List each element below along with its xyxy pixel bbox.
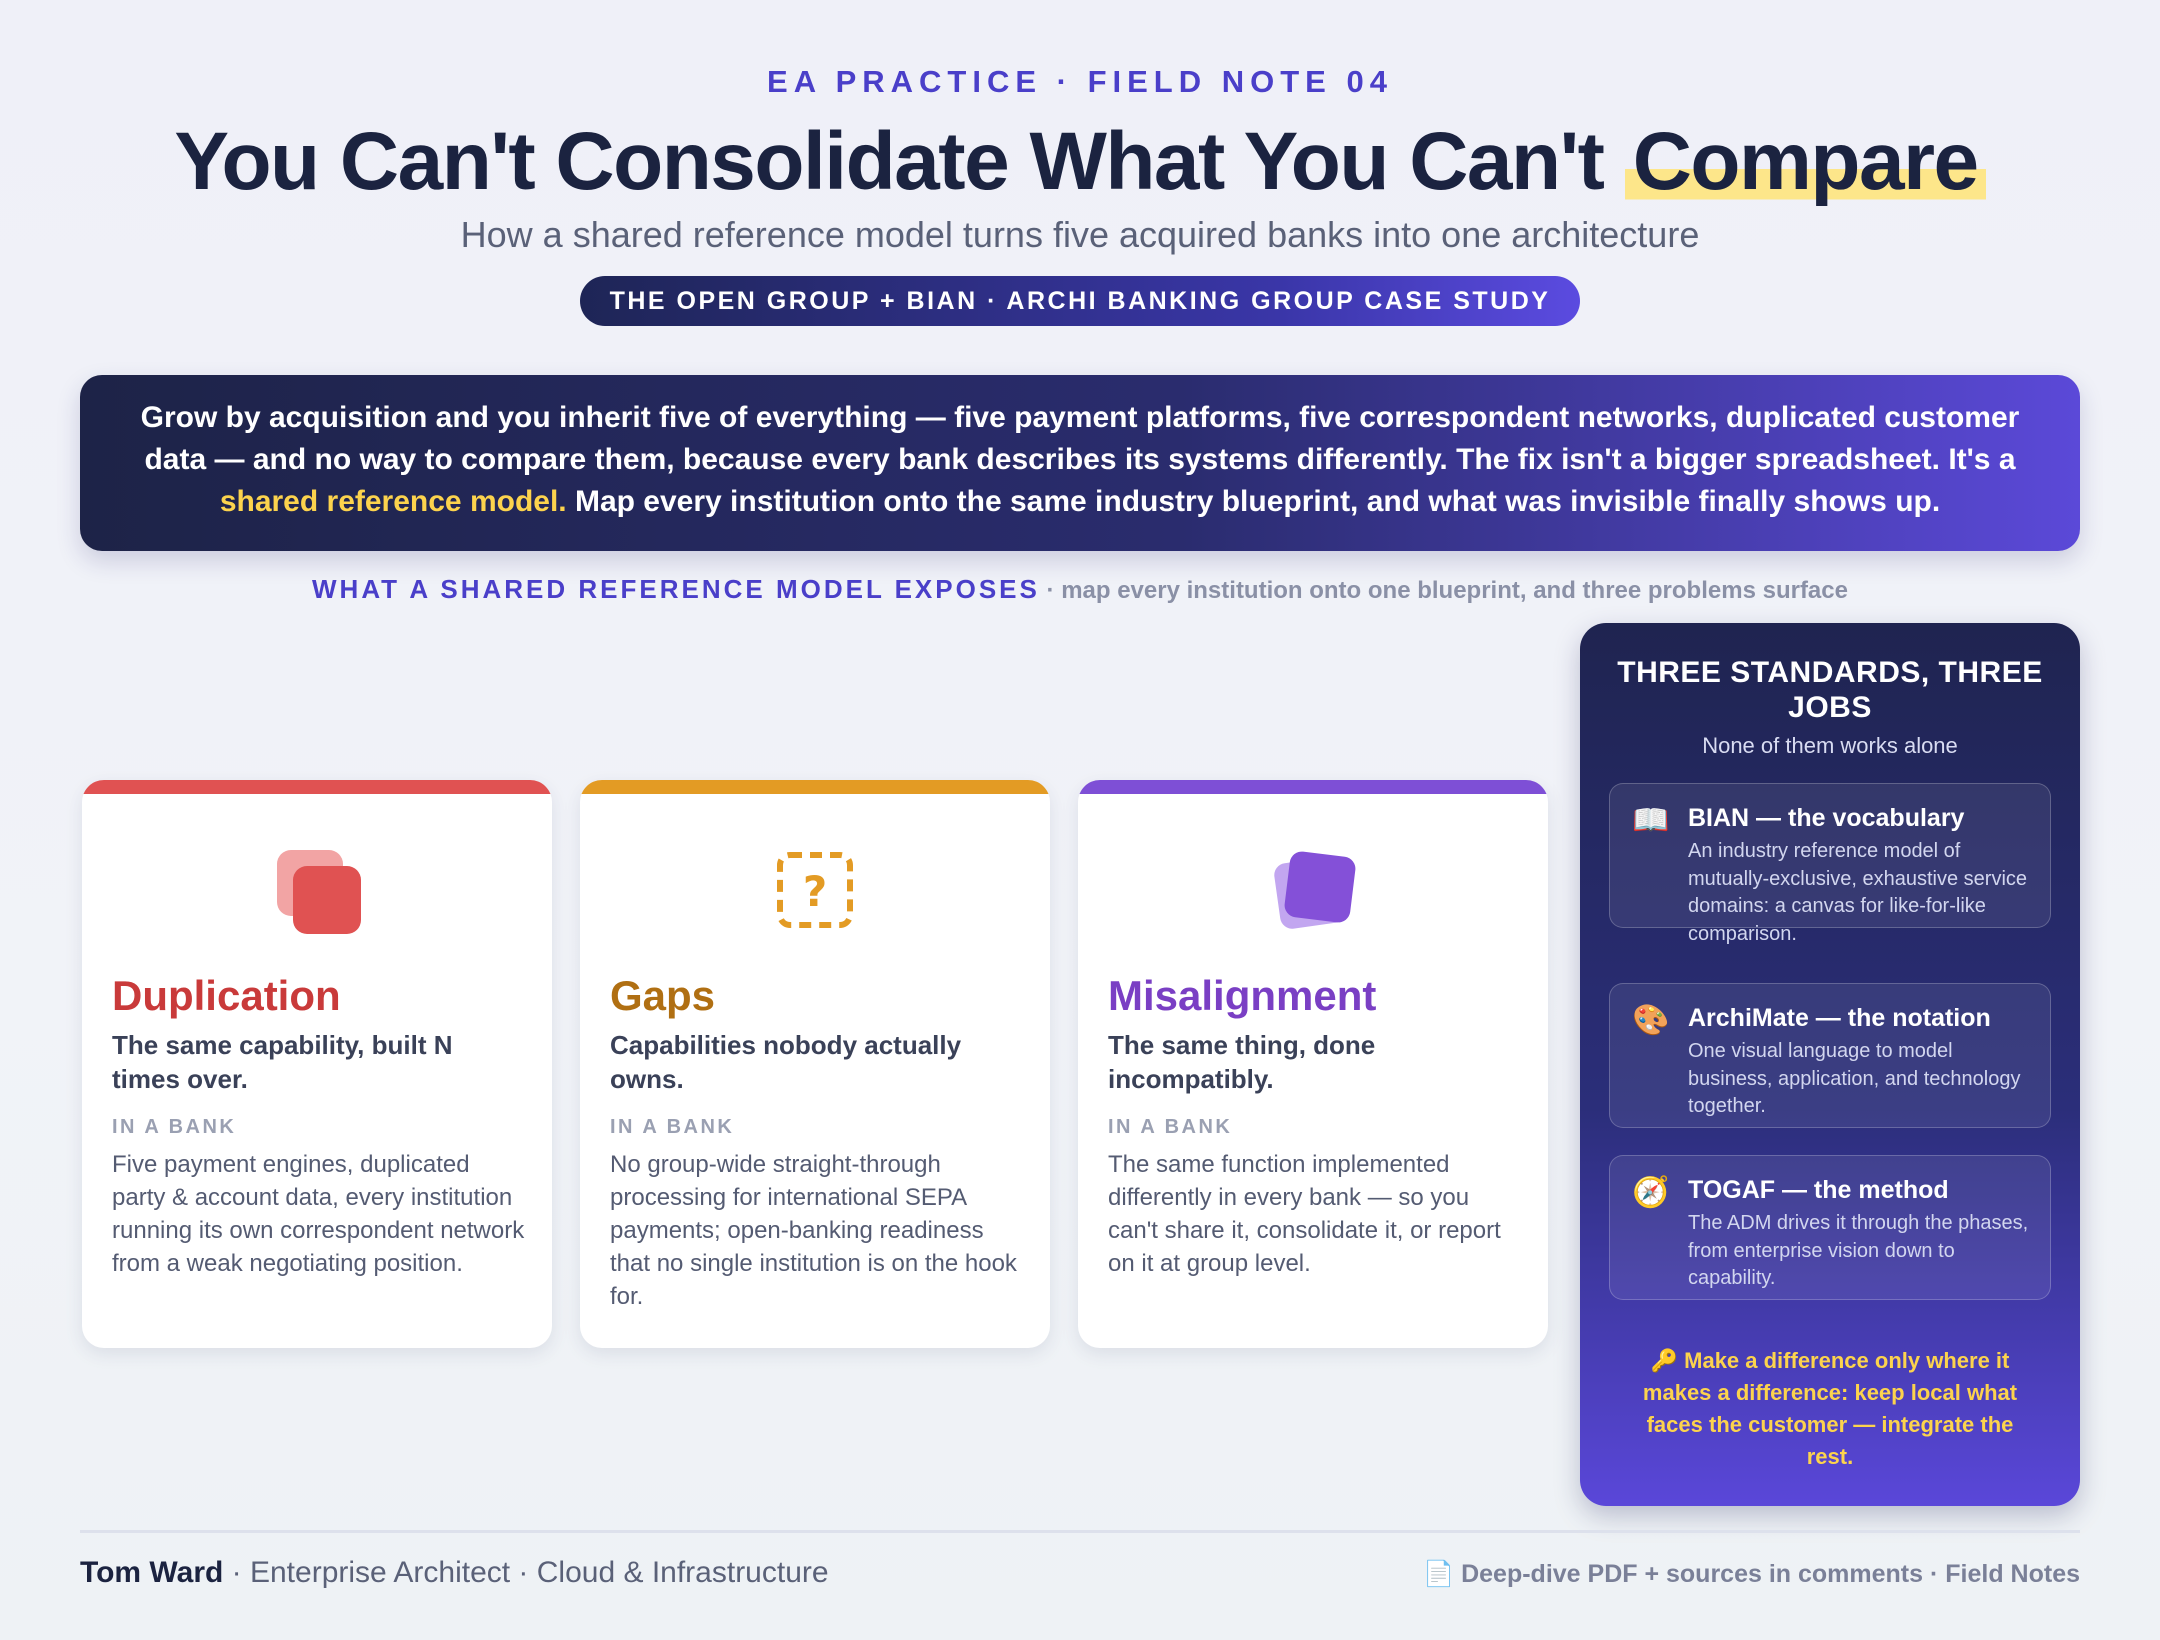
standards-panel: THREE STANDARDS, THREE JOBS None of them… <box>1580 623 2080 1506</box>
card-tag: IN A BANK <box>610 1116 735 1138</box>
book-icon: 📖 <box>1632 804 1670 837</box>
standards-panel-title: THREE STANDARDS, THREE JOBS <box>1617 656 2043 724</box>
standard-desc: An industry reference model of mutually-… <box>1688 840 2028 945</box>
standard-desc: One visual language to model business, a… <box>1688 1040 2021 1117</box>
title-highlight: Compare <box>1624 116 1986 207</box>
card-tag: IN A BANK <box>112 1116 237 1138</box>
section-label-tail: · map every institution onto one bluepri… <box>1039 577 1848 604</box>
palette-icon: 🎨 <box>1632 1004 1670 1037</box>
question-box-icon: ? <box>765 840 865 940</box>
standard-name: BIAN — the vocabulary <box>1688 804 1965 832</box>
card-lead: The same capability, built N times over. <box>112 1030 453 1094</box>
footer-sources-note: 📄 Deep-dive PDF + sources in comments · … <box>1423 1560 2080 1588</box>
intro-highlight: shared reference model. <box>219 485 567 518</box>
duplicate-squares-icon <box>267 840 367 940</box>
card-tag: IN A BANK <box>1108 1116 1233 1138</box>
standard-bian: 📖 BIAN — the vocabulary An industry refe… <box>1609 783 2051 945</box>
card-body: Five payment engines, duplicated party &… <box>112 1151 525 1277</box>
author-name: Tom Ward <box>80 1556 224 1589</box>
case-study-pill-wrap: THE OPEN GROUP + BIAN · ARCHI BANKING GR… <box>0 276 2160 326</box>
card-body: The same function implemented differentl… <box>1108 1151 1501 1277</box>
card-accent-bar <box>1078 780 1548 794</box>
card-accent-bar <box>82 780 552 794</box>
intro-text-after: Map every institution onto the same indu… <box>566 485 1941 518</box>
standard-togaf: 🧭 TOGAF — the method The ADM drives it t… <box>1609 1155 2051 1300</box>
author-role: · Enterprise Architect · Cloud & Infrast… <box>223 1556 829 1589</box>
card-title: Gaps <box>610 972 716 1019</box>
card-body: No group-wide straight-through processin… <box>610 1151 1017 1310</box>
section-label-lead: WHAT A SHARED REFERENCE MODEL EXPOSES <box>312 574 1040 604</box>
card-lead: Capabilities nobody actually owns. <box>610 1030 962 1094</box>
compass-icon: 🧭 <box>1632 1176 1670 1209</box>
principle-motto: 🔑 Make a difference only where it makes … <box>1642 1348 2018 1469</box>
card-duplication: Duplication The same capability, built N… <box>82 780 552 1348</box>
card-misalignment: Misalignment The same thing, done incomp… <box>1078 780 1548 1348</box>
standard-desc: The ADM drives it through the phases, fr… <box>1688 1212 2029 1289</box>
card-lead: The same thing, done incompatibly. <box>1108 1030 1376 1094</box>
case-study-pill: THE OPEN GROUP + BIAN · ARCHI BANKING GR… <box>579 276 1581 326</box>
standards-panel-subtitle: None of them works alone <box>1702 733 1958 758</box>
page-title: You Can't Consolidate What You Can't Com… <box>0 112 2160 212</box>
kicker: EA PRACTICE · FIELD NOTE 04 <box>767 64 1393 99</box>
card-accent-bar <box>580 780 1050 794</box>
misaligned-squares-icon <box>1263 840 1363 940</box>
standard-archimate: 🎨 ArchiMate — the notation One visual la… <box>1609 983 2051 1128</box>
section-label: WHAT A SHARED REFERENCE MODEL EXPOSES · … <box>0 574 2160 605</box>
card-title: Duplication <box>112 972 341 1019</box>
card-gaps: ? Gaps Capabilities nobody actually owns… <box>580 780 1050 1348</box>
svg-text:?: ? <box>803 867 827 916</box>
intro-banner: Grow by acquisition and you inherit five… <box>80 375 2080 551</box>
subtitle: How a shared reference model turns five … <box>460 214 1700 255</box>
footer-divider <box>80 1530 2080 1533</box>
standard-name: TOGAF — the method <box>1688 1176 1949 1204</box>
card-title: Misalignment <box>1108 972 1377 1019</box>
title-main: You Can't Consolidate What You Can't <box>174 116 1625 207</box>
standard-name: ArchiMate — the notation <box>1688 1004 1991 1032</box>
intro-text-before: Grow by acquisition and you inherit five… <box>140 401 2020 476</box>
footer-byline: Tom Ward · Enterprise Architect · Cloud … <box>80 1556 829 1590</box>
